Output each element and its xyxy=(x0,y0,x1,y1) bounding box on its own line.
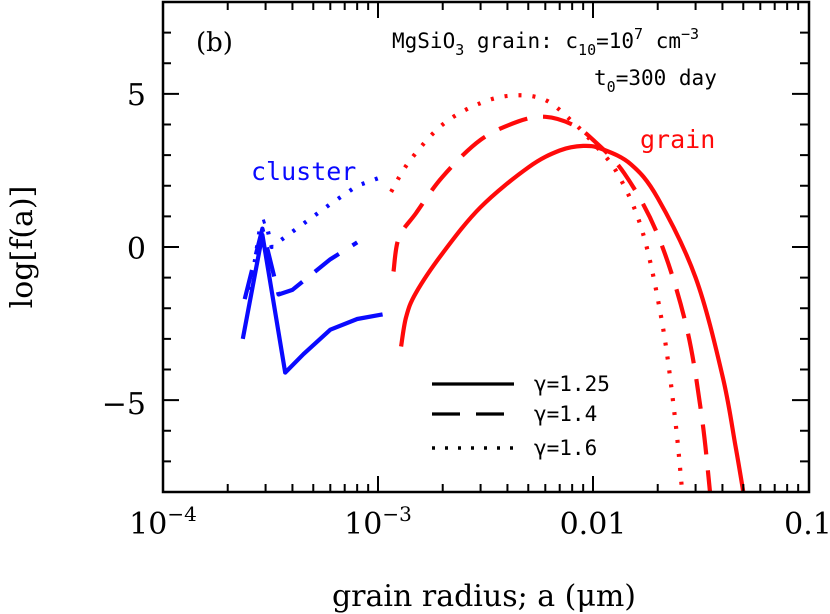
x-tick-label-0.01: 0.01 xyxy=(560,507,627,542)
y-tick-label-5: 5 xyxy=(127,78,146,113)
x-axis-label: grain radius; a (μm) xyxy=(332,579,636,614)
grain-curve-gamma-1.6 xyxy=(389,93,685,492)
panel-label: (b) xyxy=(196,28,233,58)
legend-label-1.6: γ=1.6 xyxy=(534,436,597,460)
x-tick-label-1e-4: 10−4 xyxy=(129,502,197,542)
legend-label-1.4: γ=1.4 xyxy=(534,402,597,426)
grain-curve-gamma-1.4 xyxy=(391,114,713,492)
cluster-curve-gamma-1.4 xyxy=(242,226,359,300)
x-tick-label-1e-3: 10−3 xyxy=(344,502,412,542)
y-tick-label-0: 0 xyxy=(127,232,146,267)
y-axis-label: log[f(a)] xyxy=(5,186,40,309)
info-line-2: t0=300 day xyxy=(594,66,717,96)
grain-annotation: grain xyxy=(640,125,715,154)
grain-curve-gamma-1.25 xyxy=(399,143,746,492)
ticks-layer xyxy=(162,1,808,493)
legend: γ=1.25 γ=1.4 γ=1.6 xyxy=(432,372,610,460)
info-line-1: MgSiO3 grain: c10=107 cm−3 xyxy=(392,25,699,59)
cluster-curve-gamma-1.6 xyxy=(248,174,384,291)
series-layer xyxy=(240,93,746,492)
y-tick-label-minus5: −5 xyxy=(102,387,146,422)
cluster-annotation: cluster xyxy=(251,157,356,186)
x-tick-label-0.1: 0.1 xyxy=(784,507,830,542)
cluster-curve-gamma-1.25 xyxy=(240,232,383,375)
legend-label-1.25: γ=1.25 xyxy=(534,372,610,396)
